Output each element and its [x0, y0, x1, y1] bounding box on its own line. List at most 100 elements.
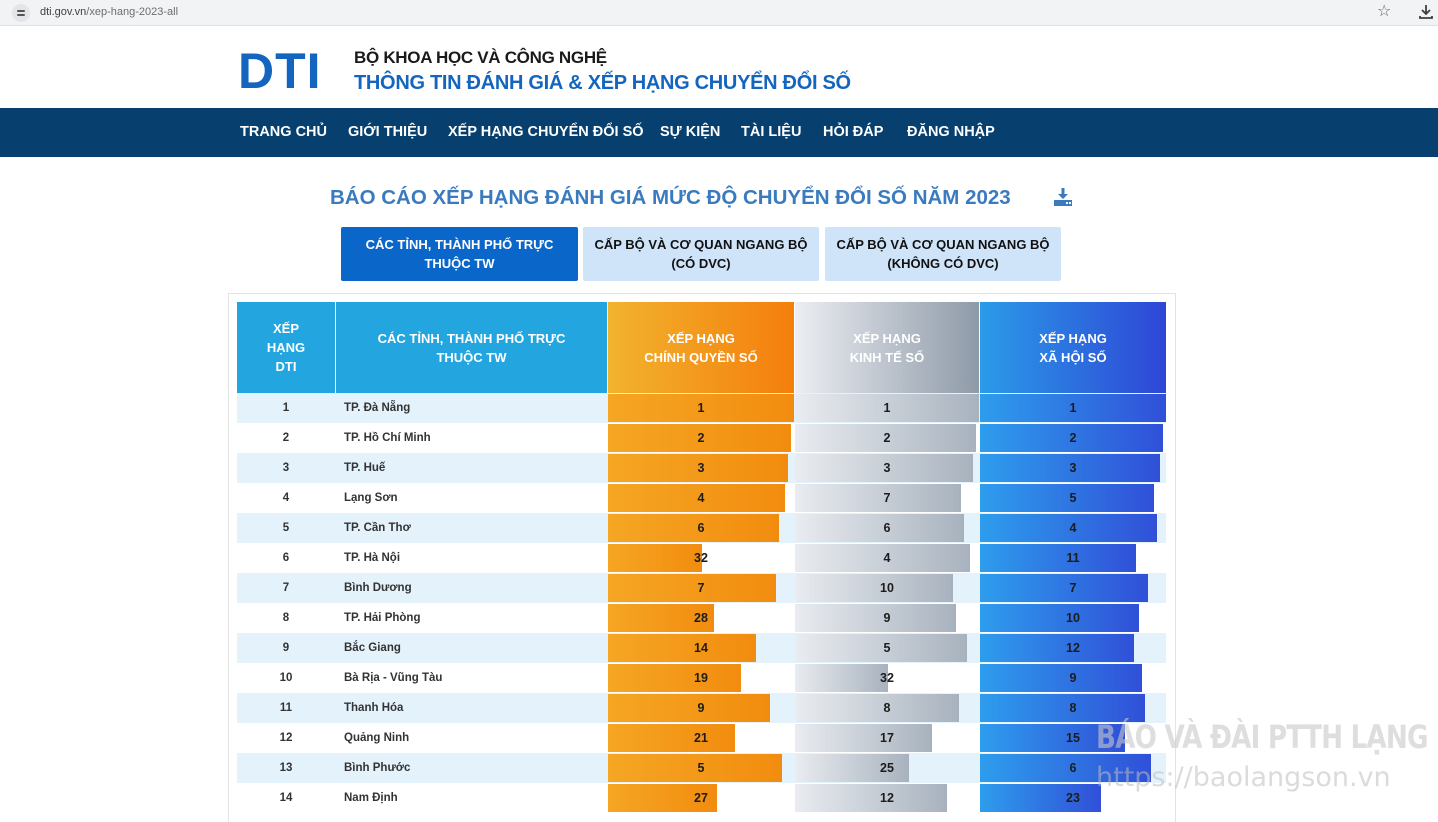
soc-rank-value: 12: [1066, 641, 1080, 655]
eco-rank-value: 6: [883, 521, 891, 535]
header-digital-government[interactable]: XẾP HẠNG CHÍNH QUYỀN SỐ: [608, 302, 794, 393]
eco-rank-value: 8: [883, 701, 891, 715]
nav-item-documents[interactable]: TÀI LIỆU: [741, 124, 802, 140]
soc-rank-value: 5: [1069, 491, 1077, 505]
province-name-cell[interactable]: TP. Cần Thơ: [344, 522, 411, 534]
nav-item-home[interactable]: TRANG CHỦ: [240, 124, 327, 140]
tab-ministries-without-dvc[interactable]: CẤP BỘ VÀ CƠ QUAN NGANG BỘ (KHÔNG CÓ DVC): [825, 227, 1061, 281]
table-row[interactable]: 5 TP. Cần Thơ 6 6 4: [237, 513, 1166, 543]
eco-rank-bar: [795, 634, 967, 662]
province-name-cell[interactable]: Bình Dương: [344, 582, 412, 594]
gov-rank-bar: [608, 574, 776, 602]
download-icon[interactable]: [1053, 187, 1073, 207]
eco-rank-bar: [795, 394, 979, 422]
table-row[interactable]: 12 Quảng Ninh 21 17 15: [237, 723, 1166, 753]
province-name-cell[interactable]: Bà Rịa - Vũng Tàu: [344, 672, 443, 684]
soc-rank-value: 10: [1066, 611, 1080, 625]
header-text: CÁC TỈNH, THÀNH PHỐ TRỰC: [377, 330, 566, 346]
rank-cell: 6: [282, 552, 290, 564]
nav-item-events[interactable]: SỰ KIỆN: [660, 124, 721, 140]
table-row[interactable]: 4 Lạng Sơn 4 7 5: [237, 483, 1166, 513]
table-row[interactable]: 13 Bình Phước 5 25 6: [237, 753, 1166, 783]
site-title: THÔNG TIN ĐÁNH GIÁ & XẾP HẠNG CHUYỂN ĐỔI…: [354, 72, 851, 94]
table-row[interactable]: 2 TP. Hồ Chí Minh 2 2 2: [237, 423, 1166, 453]
site-info-icon[interactable]: [12, 4, 30, 22]
eco-rank-value: 17: [880, 731, 894, 745]
rank-cell: 2: [282, 432, 290, 444]
address-url[interactable]: dti.gov.vn/xep-hang-2023-all: [40, 6, 178, 18]
province-name-cell[interactable]: TP. Hải Phòng: [344, 612, 421, 624]
rank-cell: 11: [279, 702, 293, 714]
province-name-cell[interactable]: Bình Phước: [344, 762, 411, 774]
tab-label-line2: (KHÔNG CÓ DVC): [887, 256, 999, 271]
province-name-cell[interactable]: Lạng Sơn: [344, 492, 398, 504]
eco-rank-bar: [795, 754, 909, 782]
province-name-cell[interactable]: TP. Đà Nẵng: [344, 402, 411, 414]
gov-rank-value: 21: [694, 731, 708, 745]
table-row[interactable]: 3 TP. Huế 3 3 3: [237, 453, 1166, 483]
province-name-cell[interactable]: Nam Định: [344, 792, 398, 804]
rank-cell: 5: [282, 522, 290, 534]
dti-logo[interactable]: DTI: [238, 43, 322, 99]
eco-rank-value: 25: [880, 761, 894, 775]
province-name-cell[interactable]: TP. Hồ Chí Minh: [344, 432, 431, 444]
ranking-table-frame: [228, 293, 1176, 822]
tab-label-line1: CÁC TỈNH, THÀNH PHỐ TRỰC: [365, 237, 554, 252]
soc-rank-bar: [980, 544, 1136, 572]
nav-item-about[interactable]: GIỚI THIỆU: [348, 124, 428, 140]
rank-cell: 12: [279, 732, 293, 744]
table-row[interactable]: 7 Bình Dương 7 10 7: [237, 573, 1166, 603]
province-name-cell[interactable]: TP. Huế: [344, 462, 386, 474]
gov-rank-bar: [608, 604, 714, 632]
nav-item-faq[interactable]: HỎI ĐÁP: [823, 124, 884, 140]
header-digital-society[interactable]: XẾP HẠNG XÃ HỘI SỐ: [980, 302, 1166, 393]
gov-rank-bar: [608, 664, 741, 692]
table-row[interactable]: 14 Nam Định 27 12 23: [237, 783, 1166, 813]
tab-ministries-with-dvc[interactable]: CẤP BỘ VÀ CƠ QUAN NGANG BỘ (CÓ DVC): [583, 227, 819, 281]
province-name-cell[interactable]: TP. Hà Nội: [344, 552, 401, 564]
rank-cell: 1: [282, 402, 290, 414]
rank-cell: 14: [279, 792, 293, 804]
header-text: XÃ HỘI SỐ: [1039, 349, 1107, 365]
soc-rank-value: 8: [1069, 701, 1077, 715]
download-icon[interactable]: [1418, 3, 1434, 21]
nav-item-login[interactable]: ĐĂNG NHẬP: [907, 124, 995, 140]
gov-rank-bar: [608, 694, 770, 722]
nav-item-ranking[interactable]: XẾP HẠNG CHUYỂN ĐỔI SỐ: [448, 124, 644, 140]
header-province[interactable]: CÁC TỈNH, THÀNH PHỐ TRỰC THUỘC TW: [336, 302, 607, 393]
eco-rank-bar: [795, 724, 932, 752]
province-name-cell[interactable]: Quảng Ninh: [344, 732, 410, 744]
table-row[interactable]: 9 Bắc Giang 14 5 12: [237, 633, 1166, 663]
table-row[interactable]: 1 TP. Đà Nẵng 1 1 1: [237, 393, 1166, 423]
watermark-url: https://baolangson.vn: [1096, 762, 1391, 793]
province-name-cell[interactable]: Bắc Giang: [344, 642, 401, 654]
soc-rank-bar: [980, 394, 1166, 422]
browser-address-bar[interactable]: dti.gov.vn/xep-hang-2023-all ☆: [0, 0, 1438, 26]
soc-rank-bar: [980, 424, 1163, 452]
tab-provinces[interactable]: CÁC TỈNH, THÀNH PHỐ TRỰC THUỘC TW: [341, 227, 578, 281]
header-text: XẾP HẠNG: [667, 330, 735, 346]
soc-rank-bar: [980, 664, 1142, 692]
gov-rank-value: 14: [694, 641, 708, 655]
soc-rank-value: 7: [1069, 581, 1077, 595]
gov-rank-value: 28: [694, 611, 708, 625]
header-text: XẾP HẠNG: [1039, 330, 1107, 346]
soc-rank-value: 4: [1069, 521, 1077, 535]
soc-rank-bar: [980, 724, 1125, 752]
header-text: HẠNG: [266, 340, 306, 355]
table-row[interactable]: 8 TP. Hải Phòng 28 9 10: [237, 603, 1166, 633]
soc-rank-value: 15: [1066, 731, 1080, 745]
eco-rank-bar: [795, 424, 976, 452]
bookmark-star-icon[interactable]: ☆: [1377, 3, 1392, 20]
header-text: DTI: [275, 359, 297, 374]
soc-rank-bar: [980, 604, 1139, 632]
gov-rank-value: 1: [697, 401, 705, 415]
header-rank[interactable]: XẾP HẠNG DTI: [237, 302, 335, 393]
eco-rank-bar: [795, 454, 973, 482]
gov-rank-value: 7: [697, 581, 705, 595]
table-row[interactable]: 6 TP. Hà Nội 32 4 11: [237, 543, 1166, 573]
table-row[interactable]: 10 Bà Rịa - Vũng Tàu 19 32 9: [237, 663, 1166, 693]
province-name-cell[interactable]: Thanh Hóa: [344, 702, 404, 714]
header-digital-economy[interactable]: XẾP HẠNG KINH TẾ SỐ: [795, 302, 979, 393]
table-row[interactable]: 11 Thanh Hóa 9 8 8: [237, 693, 1166, 723]
